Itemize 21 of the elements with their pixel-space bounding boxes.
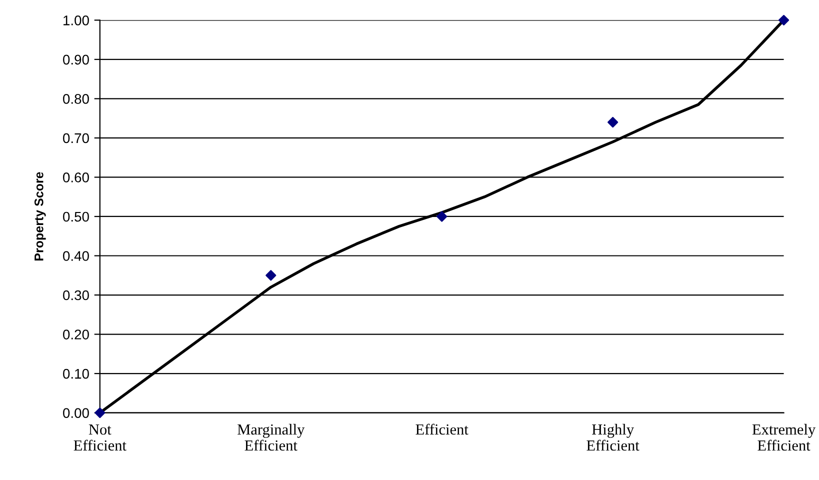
y-tick-label: 0.80 (63, 94, 89, 104)
y-tick-label: 0.10 (63, 368, 89, 379)
y-tick-label: 1.00 (64, 15, 89, 26)
point (266, 270, 276, 281)
y-tick-label: 0.00 (63, 408, 89, 418)
x-tick-label: Marginally Efficient (238, 424, 305, 451)
x-tick-label: Not Efficient (74, 424, 126, 451)
y-tick-label: 0.60 (63, 172, 89, 182)
y-tick-label: 0.20 (63, 330, 89, 340)
x-tick-label: Highly Efficient (586, 424, 640, 451)
point (608, 116, 618, 128)
y-tick-label: 0.90 (63, 54, 89, 65)
y-tick-label: 0.30 (63, 290, 89, 300)
point (436, 211, 448, 222)
x-tick-label: Efficient (416, 424, 468, 435)
x-tick-label: Extremely Efficient (752, 424, 816, 451)
y-tick-label: 0.50 (63, 212, 89, 222)
point (778, 14, 790, 26)
y-tick-label: 0.40 (63, 251, 89, 261)
y-axis-title: Property Score (34, 172, 46, 260)
y-tick-label: 0.70 (63, 133, 89, 144)
